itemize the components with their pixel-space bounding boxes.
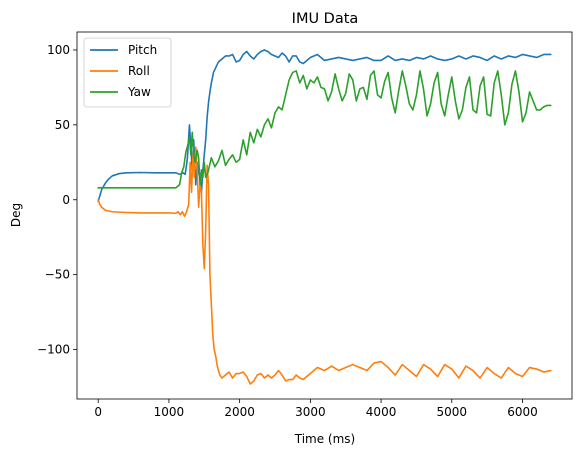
legend-label-yaw: Yaw: [127, 85, 151, 99]
legend: Pitch Roll Yaw: [83, 37, 172, 108]
series-layer: [97, 49, 552, 385]
plot-frame: [76, 31, 573, 400]
x-tick-label: 2000: [224, 405, 255, 419]
x-tick-label: 1000: [154, 405, 185, 419]
y-axis-label: Deg: [9, 203, 23, 227]
y-tick-label: 50: [55, 118, 70, 132]
y-tick-label: 0: [62, 193, 70, 207]
y-tick-label: −50: [45, 268, 70, 282]
legend-label-roll: Roll: [128, 64, 150, 78]
x-tick-label: 3000: [295, 405, 326, 419]
x-tick-label: 6000: [507, 405, 538, 419]
x-axis-label: Time (ms): [294, 432, 356, 446]
legend-box: [83, 37, 172, 108]
x-tick-label: 0: [94, 405, 102, 419]
chart-title: IMU Data: [292, 11, 359, 27]
y-tick-label: −100: [37, 343, 70, 357]
series-line-yaw: [97, 70, 552, 189]
y-tick-label: 100: [47, 43, 70, 57]
y-axis: −100 −50 0 50 100: [37, 43, 77, 357]
series-line-pitch: [97, 49, 552, 203]
x-axis: 0 1000 2000 3000 4000 5000 6000: [94, 399, 538, 419]
legend-label-pitch: Pitch: [128, 43, 157, 57]
series-line-roll: [97, 146, 552, 385]
x-tick-label: 5000: [437, 405, 468, 419]
x-tick-label: 4000: [366, 405, 397, 419]
